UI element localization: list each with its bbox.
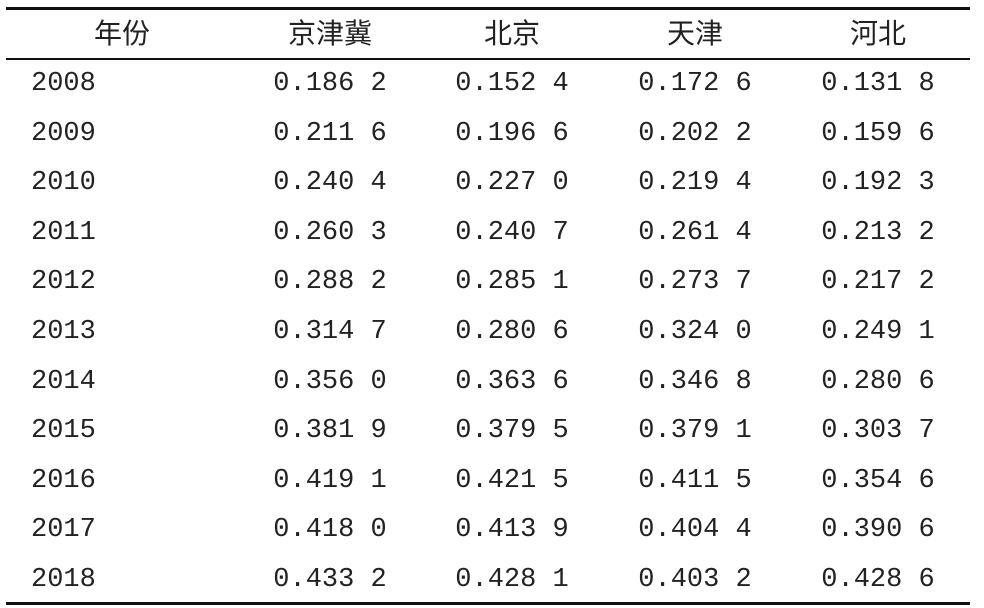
value-cell: 0.381 9 <box>273 416 387 447</box>
year-cell: 2018 <box>31 565 96 595</box>
value-cell: 0.354 6 <box>821 465 935 496</box>
value-cell: 0.219 4 <box>638 168 752 199</box>
value-cell: 0.356 0 <box>273 366 387 397</box>
value-cell: 0.159 6 <box>821 118 935 149</box>
value-cell: 0.240 4 <box>273 168 387 199</box>
bottom-rule <box>6 602 970 605</box>
value-cell: 0.404 4 <box>638 515 752 546</box>
year-cell: 2014 <box>31 366 96 397</box>
value-cell: 0.285 1 <box>455 267 569 298</box>
value-cell: 0.202 2 <box>638 118 752 149</box>
value-cell: 0.303 7 <box>821 416 935 447</box>
value-cell: 0.240 7 <box>455 217 569 248</box>
value-cell: 0.390 6 <box>821 515 935 546</box>
value-cell: 0.273 7 <box>638 267 752 298</box>
value-cell: 0.346 8 <box>638 366 752 397</box>
value-cell: 0.403 2 <box>638 565 752 595</box>
value-cell: 0.152 4 <box>455 69 569 99</box>
value-cell: 0.428 1 <box>455 565 569 595</box>
value-cell: 0.211 6 <box>273 118 387 149</box>
value-cell: 0.419 1 <box>273 465 387 496</box>
value-cell: 0.249 1 <box>821 317 935 347</box>
value-cell: 0.433 2 <box>273 565 387 595</box>
value-cell: 0.227 0 <box>455 168 569 199</box>
value-cell: 0.213 2 <box>821 217 935 248</box>
value-cell: 0.421 5 <box>455 465 569 496</box>
value-cell: 0.379 5 <box>455 416 569 447</box>
top-rule <box>6 7 970 10</box>
value-cell: 0.260 3 <box>273 217 387 248</box>
header-cell: 天津 <box>666 17 724 50</box>
value-cell: 0.324 0 <box>638 317 752 347</box>
year-cell: 2010 <box>31 168 96 199</box>
value-cell: 0.172 6 <box>638 69 752 99</box>
value-cell: 0.186 2 <box>273 69 387 99</box>
value-cell: 0.379 1 <box>638 416 752 447</box>
year-cell: 2008 <box>31 69 96 99</box>
value-cell: 0.314 7 <box>273 317 387 347</box>
year-cell: 2011 <box>31 217 96 248</box>
year-cell: 2009 <box>31 118 96 149</box>
value-cell: 0.413 9 <box>455 515 569 546</box>
value-cell: 0.418 0 <box>273 515 387 546</box>
value-cell: 0.363 6 <box>455 366 569 397</box>
header-cell: 京津冀 <box>287 17 373 50</box>
year-cell: 2012 <box>31 267 96 298</box>
value-cell: 0.217 2 <box>821 267 935 298</box>
value-cell: 0.411 5 <box>638 465 752 496</box>
value-cell: 0.280 6 <box>455 317 569 347</box>
header-cell: 北京 <box>483 17 541 50</box>
value-cell: 0.131 8 <box>821 69 935 99</box>
year-cell: 2013 <box>31 317 96 347</box>
value-cell: 0.280 6 <box>821 366 935 397</box>
value-cell: 0.192 3 <box>821 168 935 199</box>
header-rule <box>6 58 970 60</box>
header-cell: 河北 <box>849 17 907 50</box>
value-cell: 0.196 6 <box>455 118 569 149</box>
value-cell: 0.428 6 <box>821 565 935 595</box>
year-cell: 2015 <box>31 416 96 447</box>
year-cell: 2016 <box>31 465 96 496</box>
header-cell: 年份 <box>93 17 151 50</box>
value-cell: 0.288 2 <box>273 267 387 298</box>
year-cell: 2017 <box>31 515 96 546</box>
value-cell: 0.261 4 <box>638 217 752 248</box>
